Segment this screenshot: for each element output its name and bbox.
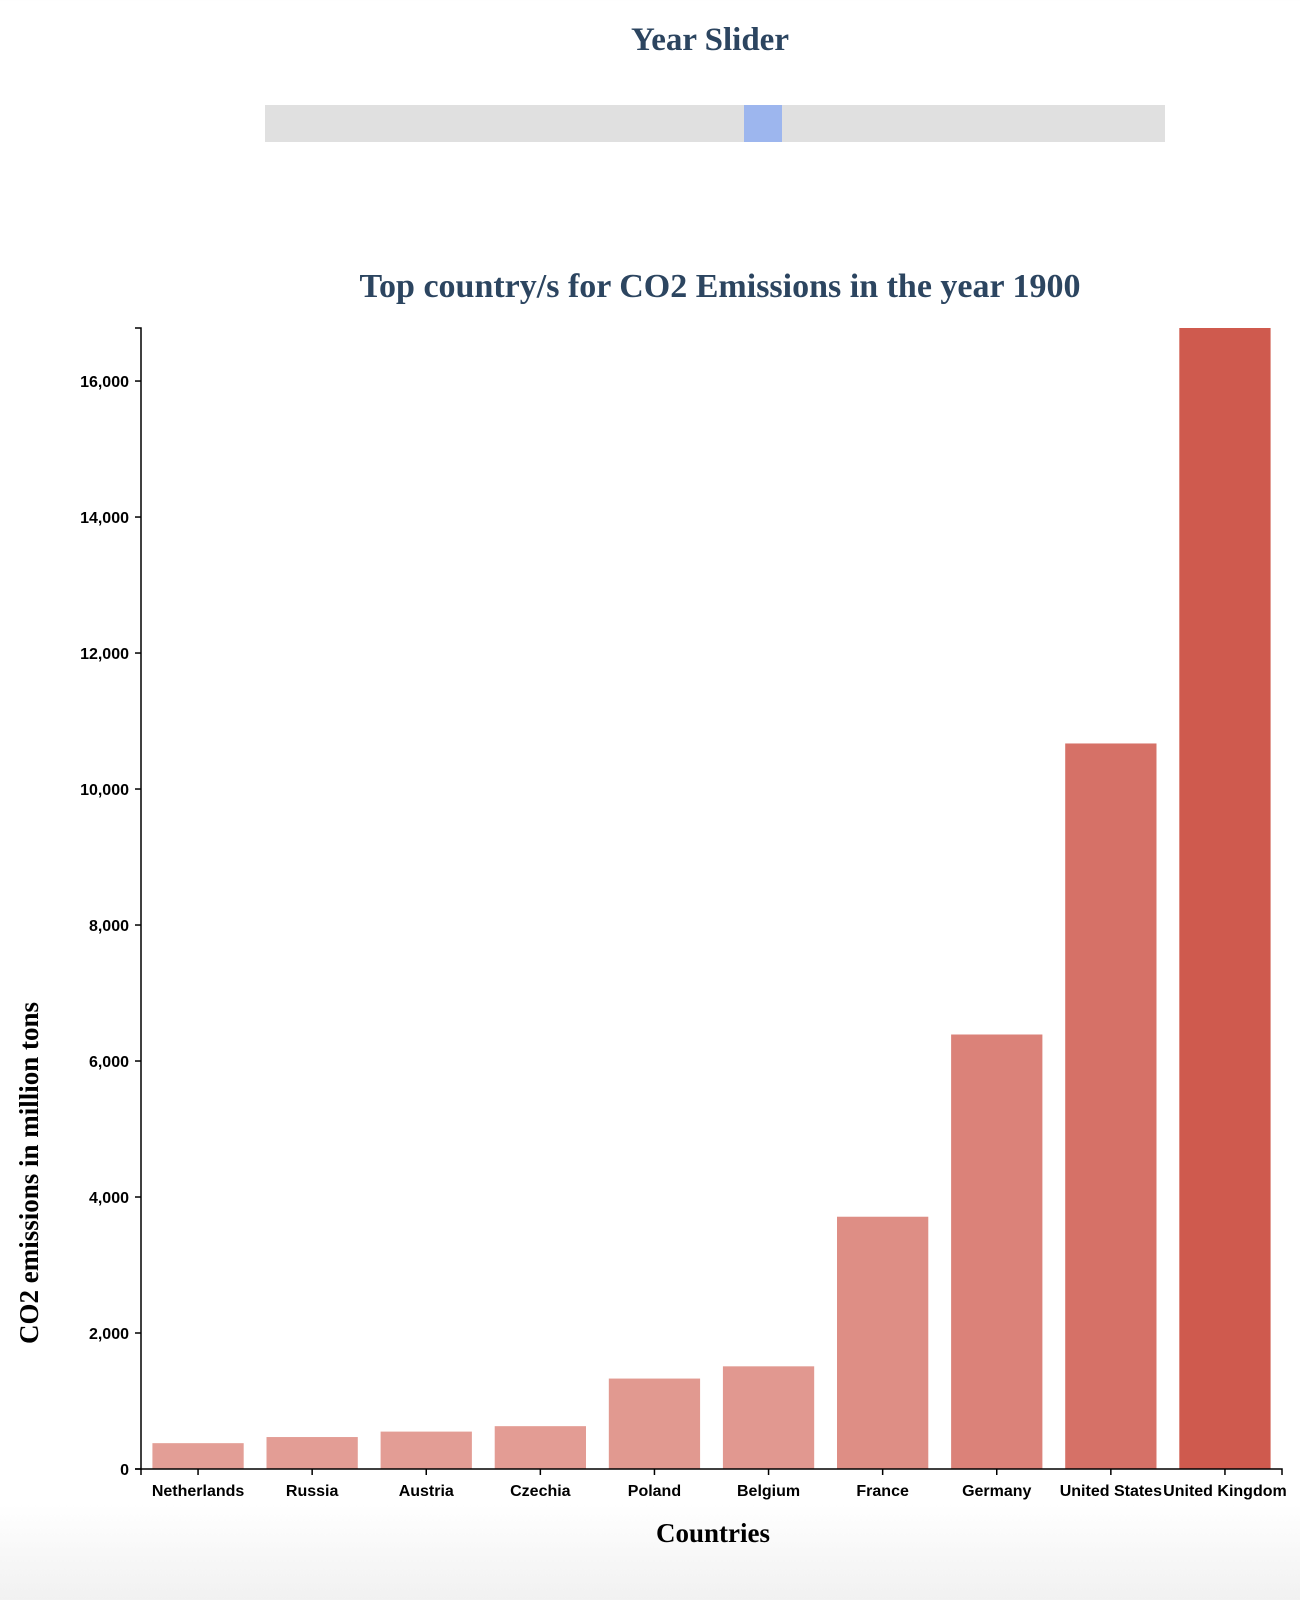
x-tick-label: Poland (628, 1483, 681, 1500)
y-tick-label: 0 (120, 1462, 129, 1479)
x-tick-label: France (856, 1483, 909, 1500)
y-axis: 0 2,000 4,000 6,000 8,000 10,000 12,000 14,000 1… (80, 327, 142, 1479)
y-axis-line (135, 327, 142, 1470)
chart-title: Top country/s for CO2 Emissions in the y… (359, 268, 1080, 305)
x-tick-label: United Kingdom (1163, 1483, 1287, 1500)
bar-czechia (494, 1426, 586, 1469)
bar-france (837, 1216, 929, 1469)
x-axis: Netherlands Russia Austria Czechia Poland Bel… (140, 1468, 1287, 1500)
bars-group (152, 328, 1271, 1469)
bar-belgium (722, 1366, 815, 1469)
year-slider-handle[interactable] (743, 105, 782, 142)
y-tick-label: 12,000 (80, 646, 129, 663)
y-tick-label: 8,000 (89, 918, 129, 935)
bar-germany (951, 1034, 1043, 1469)
bar-austria (380, 1431, 472, 1469)
x-tick-label: Belgium (737, 1483, 800, 1500)
y-axis-label: CO2 emissions in million tons (14, 1002, 44, 1344)
bar-poland (608, 1378, 701, 1469)
bar-chart: Top country/s for CO2 Emissions in the y… (14, 268, 1287, 1548)
x-tick-label: Austria (399, 1483, 454, 1500)
y-tick-label: 16,000 (80, 374, 129, 391)
y-tick-label: 4,000 (89, 1190, 129, 1207)
x-axis-label: Countries (656, 1518, 770, 1548)
y-tick-label: 10,000 (80, 782, 129, 799)
slider-title: Year Slider (631, 22, 789, 58)
x-tick-label: Germany (962, 1483, 1031, 1500)
x-tick-label: Czechia (510, 1483, 571, 1500)
x-axis-line (140, 1468, 1283, 1475)
bar-united-states (1065, 743, 1157, 1469)
bar-netherlands (152, 1443, 244, 1469)
bar-united-kingdom (1179, 328, 1271, 1469)
y-tick-label: 2,000 (89, 1326, 129, 1343)
y-tick-label: 14,000 (80, 510, 129, 527)
x-tick-label: United States (1060, 1483, 1162, 1500)
year-slider-track[interactable] (265, 105, 1165, 142)
x-tick-label: Russia (286, 1483, 339, 1500)
y-tick-label: 6,000 (89, 1054, 129, 1071)
bar-russia (266, 1437, 358, 1469)
x-tick-label: Netherlands (152, 1483, 245, 1500)
